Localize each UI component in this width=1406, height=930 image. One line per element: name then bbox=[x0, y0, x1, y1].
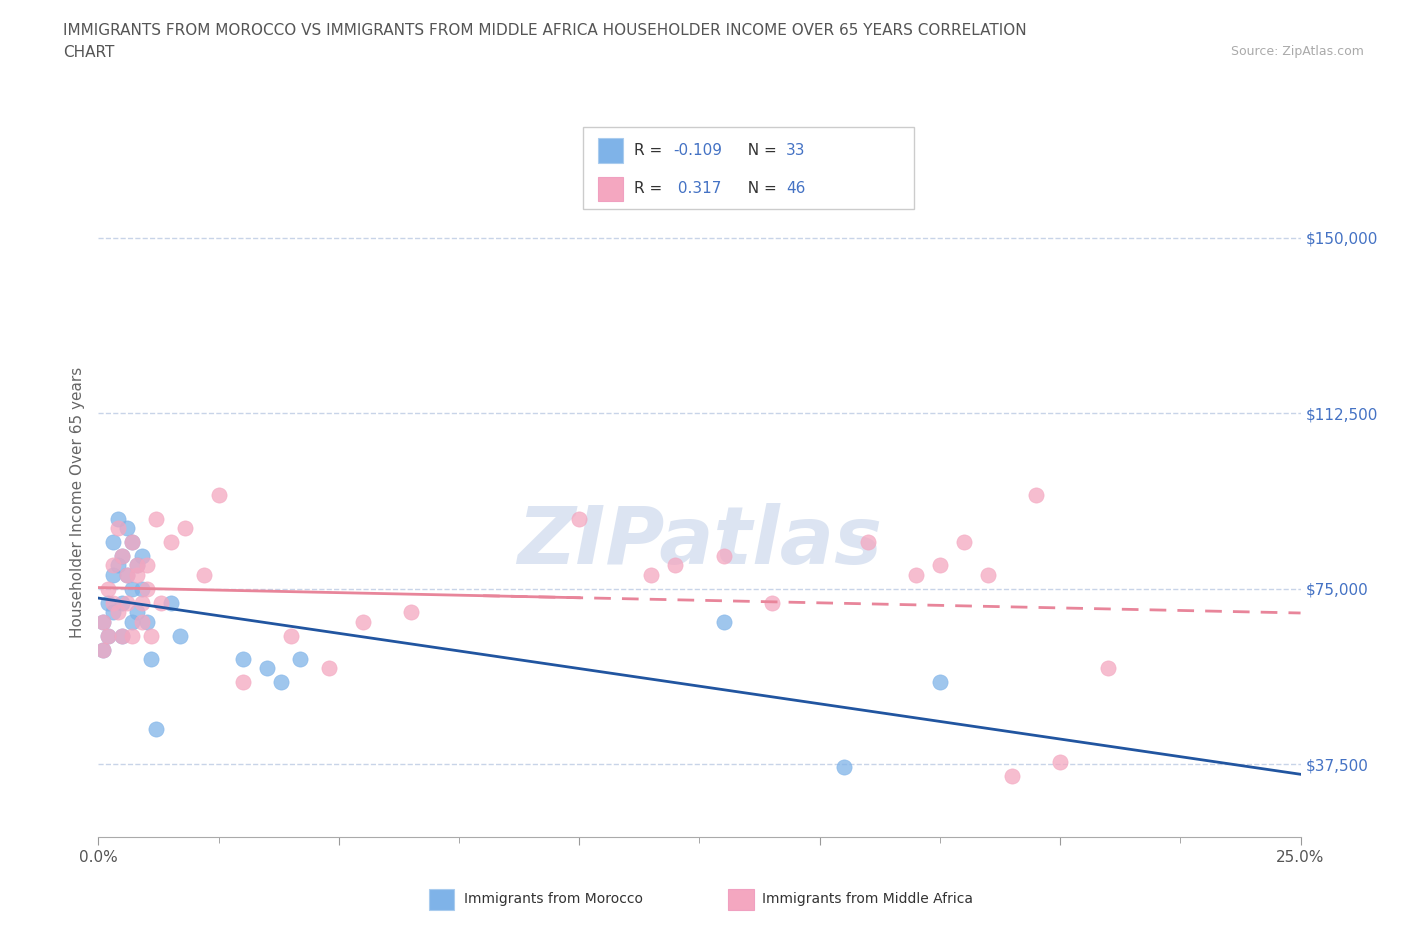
Text: R =: R = bbox=[634, 181, 668, 196]
Point bbox=[101, 604, 124, 619]
Point bbox=[1049, 754, 1071, 769]
Point bbox=[208, 487, 231, 502]
Point bbox=[928, 558, 950, 573]
Point bbox=[117, 521, 139, 536]
Point bbox=[568, 512, 591, 526]
Text: Immigrants from Morocco: Immigrants from Morocco bbox=[464, 892, 643, 907]
Point bbox=[856, 535, 879, 550]
Point bbox=[1097, 661, 1119, 676]
Point bbox=[97, 628, 120, 643]
Point bbox=[977, 567, 1000, 582]
Point bbox=[131, 549, 153, 564]
Point bbox=[107, 604, 129, 619]
Point bbox=[111, 595, 134, 610]
Point bbox=[1025, 487, 1047, 502]
Point bbox=[125, 604, 148, 619]
Point bbox=[318, 661, 340, 676]
Point bbox=[101, 558, 124, 573]
Point bbox=[141, 652, 163, 667]
Point bbox=[117, 567, 139, 582]
Point bbox=[125, 567, 148, 582]
Point bbox=[135, 581, 157, 596]
Point bbox=[664, 558, 686, 573]
Text: ZIPatlas: ZIPatlas bbox=[517, 503, 882, 581]
Point bbox=[121, 581, 143, 596]
Point bbox=[280, 628, 302, 643]
Point bbox=[91, 643, 114, 658]
Text: R =: R = bbox=[634, 143, 668, 158]
Point bbox=[107, 558, 129, 573]
Point bbox=[904, 567, 927, 582]
Point bbox=[97, 581, 120, 596]
Point bbox=[121, 535, 143, 550]
Point bbox=[761, 595, 783, 610]
Point bbox=[117, 595, 139, 610]
Point bbox=[121, 535, 143, 550]
Point bbox=[145, 512, 167, 526]
Point bbox=[256, 661, 278, 676]
Point bbox=[91, 643, 114, 658]
Point bbox=[149, 595, 172, 610]
Point bbox=[640, 567, 662, 582]
Text: IMMIGRANTS FROM MOROCCO VS IMMIGRANTS FROM MIDDLE AFRICA HOUSEHOLDER INCOME OVER: IMMIGRANTS FROM MOROCCO VS IMMIGRANTS FR… bbox=[63, 23, 1026, 38]
Point bbox=[117, 567, 139, 582]
Point bbox=[135, 614, 157, 629]
Text: CHART: CHART bbox=[63, 45, 115, 60]
Point bbox=[125, 558, 148, 573]
Point bbox=[111, 549, 134, 564]
Point bbox=[111, 628, 134, 643]
Point bbox=[141, 628, 163, 643]
Text: 33: 33 bbox=[786, 143, 806, 158]
Point bbox=[121, 614, 143, 629]
Point bbox=[193, 567, 215, 582]
Point bbox=[97, 628, 120, 643]
Point bbox=[713, 614, 735, 629]
Point bbox=[713, 549, 735, 564]
Point bbox=[121, 628, 143, 643]
Point bbox=[159, 535, 181, 550]
Point bbox=[131, 614, 153, 629]
Text: -0.109: -0.109 bbox=[673, 143, 723, 158]
Point bbox=[169, 628, 191, 643]
Point bbox=[91, 614, 114, 629]
Text: N =: N = bbox=[738, 143, 782, 158]
Point bbox=[1001, 769, 1024, 784]
Point bbox=[131, 595, 153, 610]
Point bbox=[101, 535, 124, 550]
Point bbox=[290, 652, 312, 667]
Point bbox=[232, 675, 254, 690]
Point bbox=[125, 558, 148, 573]
Point bbox=[91, 614, 114, 629]
Point bbox=[145, 722, 167, 737]
Text: Immigrants from Middle Africa: Immigrants from Middle Africa bbox=[762, 892, 973, 907]
Y-axis label: Householder Income Over 65 years: Householder Income Over 65 years bbox=[69, 366, 84, 638]
Point bbox=[131, 581, 153, 596]
Point bbox=[232, 652, 254, 667]
Point bbox=[953, 535, 976, 550]
Point bbox=[111, 549, 134, 564]
Point bbox=[270, 675, 292, 690]
Point bbox=[159, 595, 181, 610]
Text: 0.317: 0.317 bbox=[673, 181, 721, 196]
Point bbox=[352, 614, 374, 629]
Point bbox=[174, 521, 197, 536]
Text: N =: N = bbox=[738, 181, 782, 196]
Point bbox=[928, 675, 950, 690]
Point bbox=[107, 512, 129, 526]
Point bbox=[101, 595, 124, 610]
Point bbox=[399, 604, 422, 619]
Point bbox=[111, 628, 134, 643]
Point bbox=[832, 759, 855, 774]
Point bbox=[97, 595, 120, 610]
Point bbox=[107, 521, 129, 536]
Text: Source: ZipAtlas.com: Source: ZipAtlas.com bbox=[1230, 45, 1364, 58]
Point bbox=[101, 567, 124, 582]
Point bbox=[135, 558, 157, 573]
Text: 46: 46 bbox=[786, 181, 806, 196]
